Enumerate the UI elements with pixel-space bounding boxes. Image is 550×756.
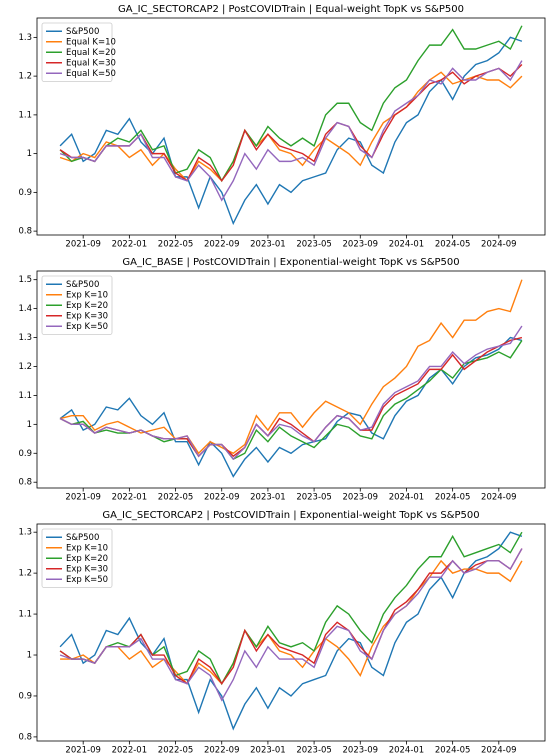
x-tick-label: 2023-01: [250, 240, 286, 250]
x-tick-label: 2024-09: [481, 240, 517, 250]
x-tick-label: 2023-01: [250, 746, 286, 756]
subplot: GA_IC_BASE | PostCOVIDTrain | Exponentia…: [18, 257, 546, 503]
x-tick-label: 2021-09: [65, 746, 101, 756]
axes-frame: [36, 523, 546, 742]
y-tick-label: 0.8: [18, 227, 32, 237]
y-tick-label: 1.3: [18, 33, 32, 43]
series-line: [59, 548, 523, 702]
legend-label: S&P500: [66, 533, 99, 543]
y-tick-label: 1: [27, 149, 32, 159]
series-line: [59, 548, 523, 685]
x-tick-label: 2022-09: [204, 240, 240, 250]
x-tick-label: 2024-01: [389, 746, 425, 756]
x-tick-label: 2023-05: [296, 240, 332, 250]
y-tick-label: 1: [27, 420, 32, 430]
subplot: GA_IC_SECTORCAP2 | PostCOVIDTrain | Expo…: [18, 510, 546, 756]
legend-label: S&P500: [66, 27, 99, 37]
x-tick-label: 2022-05: [158, 240, 194, 250]
x-tick-label: 2022-05: [158, 493, 194, 503]
legend-label: Exp K=10: [66, 543, 108, 553]
x-tick-label: 2024-05: [435, 746, 471, 756]
legend-label: Exp K=30: [66, 564, 108, 574]
subplot: GA_IC_SECTORCAP2 | PostCOVIDTrain | Equa…: [18, 4, 546, 250]
legend-box: [41, 528, 113, 588]
y-tick-label: 0.9: [18, 188, 32, 198]
y-tick-label: 1.2: [18, 569, 32, 579]
y-tick-label: 1.1: [18, 110, 32, 120]
y-tick-label: 1.3: [18, 528, 32, 538]
legend-label: Equal K=50: [66, 69, 116, 79]
x-tick-label: 2024-09: [481, 746, 517, 756]
series-line: [59, 531, 523, 731]
x-tick-label: 2024-01: [389, 493, 425, 503]
series-line: [59, 336, 523, 458]
series-line: [59, 25, 523, 183]
y-tick-label: 1.1: [18, 610, 32, 620]
series-line: [60, 559, 523, 685]
legend-label: Exp K=20: [66, 554, 108, 564]
x-tick-label: 2022-05: [158, 746, 194, 756]
y-tick-label: 0.9: [18, 449, 32, 459]
legend-label: Equal K=10: [66, 37, 116, 47]
series-line: [59, 531, 523, 686]
series-line: [59, 36, 523, 226]
legend-label: S&P500: [66, 280, 99, 290]
axes-frame: [36, 17, 546, 236]
y-tick-label: 1.5: [18, 275, 32, 285]
series-line: [59, 340, 523, 460]
legend-label: Exp K=50: [66, 322, 108, 332]
chart-title: GA_IC_BASE | PostCOVIDTrain | Exponentia…: [122, 257, 459, 268]
x-tick-label: 2023-01: [250, 493, 286, 503]
y-tick-label: 1.1: [18, 391, 32, 401]
axes-frame: [36, 270, 546, 489]
y-tick-label: 0.8: [18, 478, 32, 488]
chart-title: GA_IC_SECTORCAP2 | PostCOVIDTrain | Expo…: [102, 510, 479, 521]
legend-label: Equal K=20: [66, 48, 116, 58]
y-tick-label: 1.4: [18, 304, 32, 314]
chart-title: GA_IC_SECTORCAP2 | PostCOVIDTrain | Equa…: [118, 4, 464, 15]
x-tick-label: 2023-09: [343, 746, 379, 756]
series-line: [59, 71, 523, 182]
series-line: [59, 325, 523, 461]
x-tick-label: 2021-09: [65, 493, 101, 503]
legend-label: Exp K=50: [66, 575, 108, 585]
x-tick-label: 2023-09: [343, 493, 379, 503]
legend-label: Equal K=30: [66, 58, 116, 68]
y-tick-label: 0.9: [18, 691, 32, 701]
x-tick-label: 2023-09: [343, 240, 379, 250]
x-tick-label: 2023-05: [296, 746, 332, 756]
x-tick-label: 2022-01: [112, 493, 148, 503]
y-tick-label: 0.8: [18, 732, 32, 742]
legend-label: Exp K=30: [66, 311, 108, 321]
x-tick-label: 2023-05: [296, 493, 332, 503]
x-tick-label: 2022-09: [204, 746, 240, 756]
y-tick-label: 1.3: [18, 333, 32, 343]
y-tick-label: 1.2: [18, 72, 32, 82]
x-tick-label: 2022-01: [112, 746, 148, 756]
legend-label: Exp K=20: [66, 301, 108, 311]
x-tick-label: 2024-05: [435, 493, 471, 503]
y-tick-label: 1: [27, 651, 32, 661]
legend-box: [41, 22, 113, 82]
x-tick-label: 2024-01: [389, 240, 425, 250]
series-line: [59, 336, 523, 478]
x-tick-label: 2022-01: [112, 240, 148, 250]
series-line: [59, 60, 523, 202]
series-line: [59, 64, 523, 182]
legend-label: Exp K=10: [66, 290, 108, 300]
x-tick-label: 2024-09: [481, 493, 517, 503]
legend-box: [41, 275, 113, 335]
x-tick-label: 2021-09: [65, 240, 101, 250]
x-tick-label: 2024-05: [435, 240, 471, 250]
y-tick-label: 1.2: [18, 362, 32, 372]
x-tick-label: 2022-09: [204, 493, 240, 503]
